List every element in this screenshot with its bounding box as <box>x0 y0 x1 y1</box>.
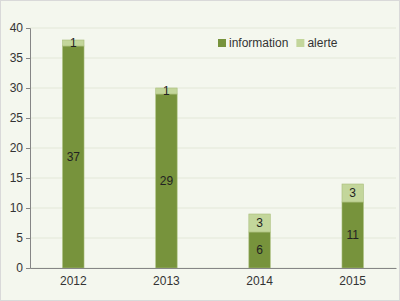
y-tick-label: 5 <box>16 231 23 245</box>
x-tick-label: 2013 <box>153 274 180 288</box>
grid-line <box>30 238 396 239</box>
y-tick-label: 30 <box>10 81 24 95</box>
bars <box>63 40 364 268</box>
y-tick-mark <box>26 238 30 239</box>
legend-swatch <box>218 39 226 47</box>
y-tick-label: 35 <box>10 51 24 65</box>
x-tick-label: 2012 <box>60 274 87 288</box>
bar-segment <box>342 202 363 268</box>
grid-line <box>30 148 396 149</box>
data-label: 6 <box>256 243 263 257</box>
data-label: 37 <box>67 150 81 164</box>
data-label: 1 <box>70 36 77 50</box>
legend-label: alerte <box>307 36 337 50</box>
y-tick-label: 25 <box>10 111 24 125</box>
chart-background <box>1 1 400 301</box>
y-tick-mark <box>26 118 30 119</box>
x-tick-label: 2015 <box>339 274 366 288</box>
legend: information alerte <box>218 36 338 50</box>
x-tick: 2014 <box>246 268 273 288</box>
y-tick: 10 <box>10 201 30 215</box>
y-tick-label: 20 <box>10 141 24 155</box>
bar-segment <box>342 184 363 202</box>
grid-line <box>30 58 396 59</box>
y-tick-mark <box>26 28 30 29</box>
grid-line <box>30 88 396 89</box>
y-tick: 40 <box>10 21 30 35</box>
y-tick-mark <box>26 208 30 209</box>
legend-label: information <box>229 36 288 50</box>
bar-segment <box>249 232 270 268</box>
y-tick-label: 40 <box>10 21 24 35</box>
y-tick: 35 <box>10 51 30 65</box>
y-tick-label: 10 <box>10 201 24 215</box>
y-tick-mark <box>26 88 30 89</box>
grid-line <box>30 28 396 29</box>
bar-segment <box>249 214 270 232</box>
data-label: 3 <box>256 216 263 230</box>
data-label: 3 <box>349 186 356 200</box>
grid-line <box>30 268 396 269</box>
y-tick: 30 <box>10 81 30 95</box>
x-tick: 2012 <box>60 268 87 288</box>
y-tick-label: 0 <box>16 261 23 275</box>
y-tick-mark <box>26 178 30 179</box>
y-tick-mark <box>26 148 30 149</box>
grid <box>30 28 396 268</box>
x-axis-line <box>31 268 397 269</box>
y-axis: 0 5 10 15 20 25 30 35 40 <box>10 21 31 275</box>
y-tick-mark <box>26 58 30 59</box>
y-tick: 20 <box>10 141 30 155</box>
x-tick: 2013 <box>153 268 180 288</box>
x-tick-label: 2014 <box>246 274 273 288</box>
y-tick: 25 <box>10 111 30 125</box>
grid-line <box>30 178 396 179</box>
x-tick: 2015 <box>339 268 366 288</box>
bar-segment <box>63 46 84 268</box>
y-axis-line <box>26 29 31 269</box>
data-label: 29 <box>160 174 174 188</box>
y-tick: 5 <box>16 231 30 245</box>
y-tick-mark <box>26 268 30 269</box>
y-tick-label: 15 <box>10 171 24 185</box>
y-tick: 15 <box>10 171 30 185</box>
bar-segment <box>156 94 177 268</box>
data-label: 1 <box>163 84 170 98</box>
legend-swatch <box>296 39 304 47</box>
data-label: 11 <box>346 228 359 242</box>
data-labels: 37129163113 <box>67 36 360 257</box>
x-axis: 2012 2013 2014 2015 <box>31 268 397 288</box>
grid-line <box>30 118 396 119</box>
grid-line <box>30 208 396 209</box>
y-tick: 0 <box>16 261 30 275</box>
